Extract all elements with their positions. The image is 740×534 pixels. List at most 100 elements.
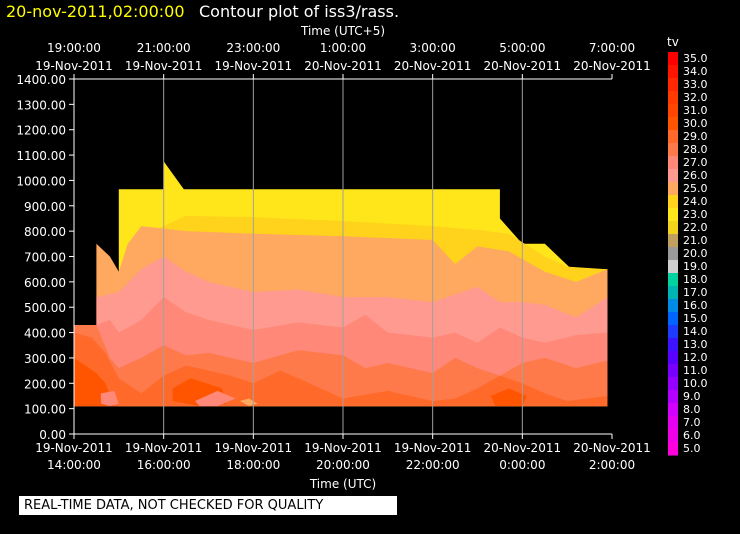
y-tick-label: 700.00 [24, 251, 66, 265]
colorbar-level-label: 10.0 [683, 377, 708, 390]
x-bottom-tick-date: 19-Nov-2011 [394, 441, 472, 455]
colorbar-swatch [668, 65, 678, 79]
contour-regions [74, 161, 608, 407]
colorbar-level-label: 29.0 [683, 130, 708, 143]
grid-lines [163, 79, 523, 434]
colorbar-swatch [668, 299, 678, 313]
colorbar-level-label: 16.0 [683, 299, 708, 312]
y-tick-label: 200.00 [24, 377, 66, 391]
colorbar-level-label: 23.0 [683, 208, 708, 221]
colorbar-level-label: 26.0 [683, 169, 708, 182]
colorbar-swatch [668, 143, 678, 157]
colorbar-swatch [668, 156, 678, 170]
y-tick-label: 400.00 [24, 327, 66, 341]
colorbar-level-label: 11.0 [683, 364, 708, 377]
colorbar-swatch [668, 273, 678, 287]
colorbar-label: tv [667, 35, 679, 49]
y-tick-label: 1200.00 [16, 124, 66, 138]
colorbar-level-label: 15.0 [683, 312, 708, 325]
colorbar-level-label: 5.0 [683, 442, 701, 455]
y-tick-label: 900.00 [24, 200, 66, 214]
x-top-tick-time: 5:00:00 [499, 41, 545, 55]
colorbar-level-label: 32.0 [683, 91, 708, 104]
y-tick-label: 500.00 [24, 301, 66, 315]
x-bottom-tick-date: 20-Nov-2011 [573, 441, 651, 455]
colorbar-swatch [668, 377, 678, 391]
colorbar-swatch [668, 338, 678, 352]
bottom-axis-label: Time (UTC) [309, 477, 376, 491]
colorbar-swatch [668, 130, 678, 144]
x-bottom-tick-date: 19-Nov-2011 [125, 441, 203, 455]
x-top-tick-time: 1:00:00 [320, 41, 366, 55]
y-axis-ticks: 0.00 100.00 200.00 300.00 400.00 500.00 600.00… [16, 73, 74, 442]
colorbar-level-label: 20.0 [683, 247, 708, 260]
top-axis-label: Time (UTC+5) [300, 24, 385, 38]
x-top-tick-time: 3:00:00 [410, 41, 456, 55]
colorbar-level-label: 17.0 [683, 286, 708, 299]
colorbar-level-label: 18.0 [683, 273, 708, 286]
x-bottom-tick-time: 22:00:00 [406, 458, 460, 472]
colorbar-swatch [668, 208, 678, 222]
colorbar-level-label: 30.0 [683, 117, 708, 130]
x-bottom-tick-date: 19-Nov-2011 [304, 441, 382, 455]
colorbar-swatch [668, 403, 678, 417]
colorbar-swatch [668, 117, 678, 131]
colorbar-swatch [668, 260, 678, 274]
colorbar-level-label: 14.0 [683, 325, 708, 338]
colorbar-level-label: 13.0 [683, 338, 708, 351]
x-top-tick-time: 7:00:00 [589, 41, 635, 55]
x-top-tick-date: 19-Nov-2011 [35, 59, 113, 73]
x-bottom-tick-date: 19-Nov-2011 [215, 441, 293, 455]
colorbar-swatch [668, 91, 678, 105]
header-timestamp: 20-nov-2011,02:00:00 [6, 2, 185, 21]
colorbar-swatch [668, 169, 678, 183]
y-tick-label: 300.00 [24, 352, 66, 366]
x-top-tick-date: 20-Nov-2011 [304, 59, 382, 73]
y-tick-label: 1100.00 [16, 149, 66, 163]
colorbar-level-label: 27.0 [683, 156, 708, 169]
x-axis-bottom-ticks: 19-Nov-2011 14:00:00 19-Nov-2011 16:00:00 19… [35, 434, 651, 472]
y-tick-label: 100.00 [24, 403, 66, 417]
colorbar: 35.034.033.032.031.030.029.028.027.026.0… [668, 52, 708, 456]
colorbar-level-label: 8.0 [683, 403, 701, 416]
x-bottom-tick-time: 18:00:00 [226, 458, 280, 472]
y-tick-label: 800.00 [24, 225, 66, 239]
colorbar-swatch [668, 247, 678, 261]
y-tick-label: 0.00 [39, 428, 66, 442]
chart-title: Contour plot of iss3/rass. [199, 2, 399, 21]
x-bottom-tick-date: 20-Nov-2011 [484, 441, 562, 455]
x-axis-top-ticks: 19:00:00 19-Nov-2011 21:00:00 19-Nov-2011 23… [35, 41, 651, 79]
contour-region-tv-27 [195, 390, 236, 407]
colorbar-swatch [668, 104, 678, 118]
contour-region-tv-27 [100, 390, 119, 407]
colorbar-swatch [668, 182, 678, 196]
colorbar-level-label: 24.0 [683, 195, 708, 208]
colorbar-level-label: 9.0 [683, 390, 701, 403]
y-tick-label: 1400.00 [16, 73, 66, 87]
colorbar-level-label: 6.0 [683, 429, 701, 442]
colorbar-level-label: 21.0 [683, 234, 708, 247]
x-top-tick-time: 19:00:00 [47, 41, 101, 55]
colorbar-level-label: 12.0 [683, 351, 708, 364]
quality-disclaimer: REAL-TIME DATA, NOT CHECKED FOR QUALITY [19, 496, 397, 515]
x-top-tick-date: 20-Nov-2011 [573, 59, 651, 73]
colorbar-level-label: 35.0 [683, 52, 708, 65]
y-tick-label: 1000.00 [16, 174, 66, 188]
colorbar-swatch [668, 325, 678, 339]
colorbar-swatch [668, 286, 678, 300]
colorbar-swatch [668, 78, 678, 92]
colorbar-level-label: 7.0 [683, 416, 701, 429]
x-bottom-tick-date: 19-Nov-2011 [35, 441, 113, 455]
x-top-tick-date: 20-Nov-2011 [484, 59, 562, 73]
colorbar-swatch [668, 416, 678, 430]
x-top-tick-date: 20-Nov-2011 [394, 59, 472, 73]
x-top-tick-date: 19-Nov-2011 [125, 59, 203, 73]
colorbar-swatch [668, 195, 678, 209]
colorbar-level-label: 22.0 [683, 221, 708, 234]
colorbar-level-label: 19.0 [683, 260, 708, 273]
x-top-tick-date: 19-Nov-2011 [215, 59, 293, 73]
colorbar-swatch [668, 234, 678, 248]
colorbar-level-label: 34.0 [683, 65, 708, 78]
x-bottom-tick-time: 2:00:00 [589, 458, 635, 472]
